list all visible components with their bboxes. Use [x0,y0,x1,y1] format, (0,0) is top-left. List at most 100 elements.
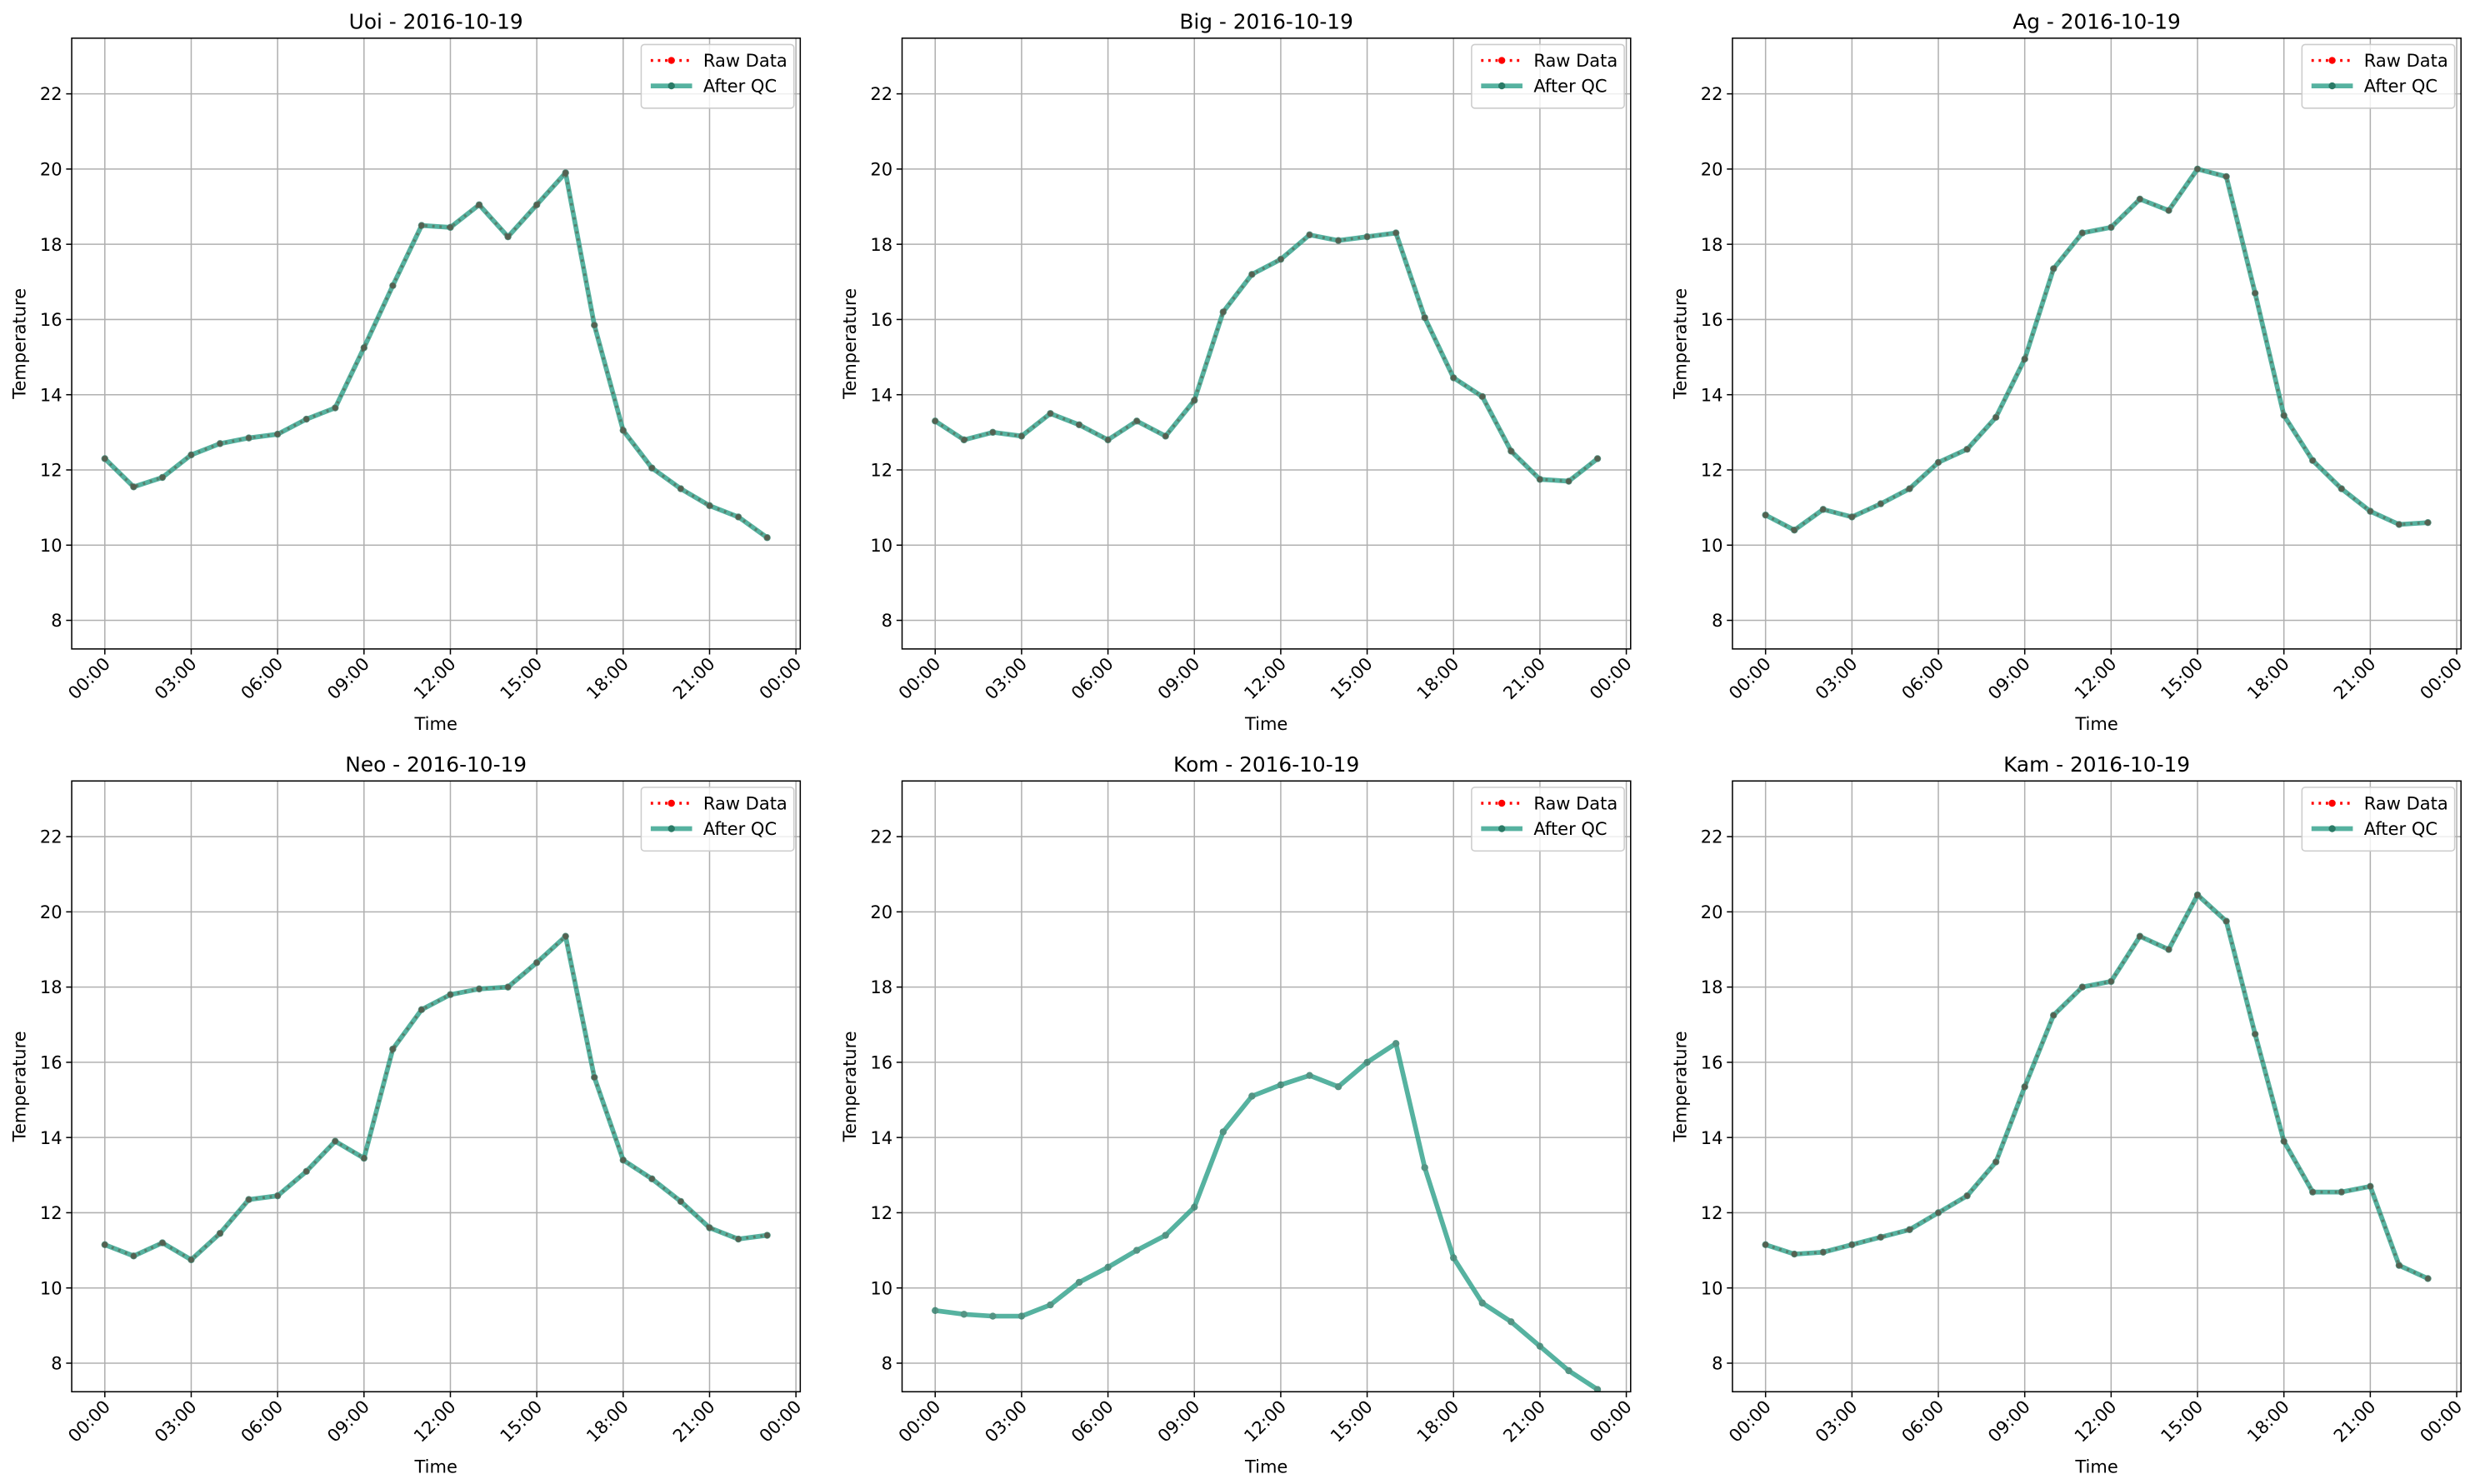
y-tick-label: 18 [870,235,892,255]
point [989,428,997,437]
point [2136,932,2144,940]
x-tick-label: 03:00 [981,1397,1031,1447]
x-tick-label: 00:00 [756,653,806,703]
point [302,1167,310,1175]
point [562,169,569,177]
y-axis-label: Temperature [1671,288,1691,400]
point [2078,983,2086,991]
legend-label: Raw Data [1533,794,1618,814]
x-tick-label: 00:00 [1586,653,1636,703]
point [2395,1262,2403,1269]
point [158,473,167,482]
y-axis-label: Temperature [840,1031,860,1142]
point [418,222,426,229]
point [2309,457,2317,464]
y-tick-label: 12 [870,461,892,481]
y-axis-label: Temperature [10,288,30,400]
x-tick-label: 12:00 [1240,653,1290,703]
x-tick-label: 03:00 [981,653,1031,703]
point [1877,500,1885,507]
legend-marker [2328,82,2336,90]
x-tick-label: 00:00 [1725,653,1775,703]
point [1132,1247,1141,1254]
y-tick-label: 16 [40,1053,62,1073]
legend-label: Raw Data [703,51,788,71]
point [1992,1158,2000,1166]
y-tick-label: 18 [40,235,62,255]
x-tick-label: 21:00 [2330,653,2380,703]
y-tick-label: 12 [1701,1203,1723,1223]
point [1162,1232,1169,1239]
series-line [933,230,1599,484]
series [101,932,771,1264]
point [763,1232,771,1239]
axes-frame [1732,37,2462,650]
x-tick-label: 12:00 [2071,653,2121,703]
point [1963,1192,1971,1200]
point [2193,165,2202,173]
point [2165,946,2172,953]
x-tick-label: 15:00 [1327,653,1377,703]
y-tick-label: 10 [40,536,62,556]
x-tick-label: 15:00 [2157,653,2207,703]
point [1334,237,1342,244]
point [2280,1137,2288,1145]
point [1047,410,1054,417]
point [989,1312,997,1320]
x-tick-label: 12:00 [410,653,460,703]
point [1363,1058,1371,1067]
legend-label: Raw Data [1533,51,1618,71]
x-tick-label: 09:00 [1984,653,2034,703]
axes-frame [71,37,802,650]
y-tick-label: 8 [51,611,62,631]
point [2424,518,2432,527]
point [1132,417,1141,425]
x-tick-label: 18:00 [582,1397,632,1447]
point [2280,412,2288,419]
point [447,991,454,998]
x-tick-label: 09:00 [1154,653,1204,703]
plot-area [932,229,1602,485]
point [706,502,713,510]
y-tick-label: 22 [870,84,892,104]
point [1791,1250,1798,1258]
x-tick-label: 15:00 [1327,1397,1377,1447]
point [1075,421,1083,429]
legend-label: After QC [703,77,777,97]
x-axis-label: Time [2074,714,2118,734]
point [2395,521,2403,528]
point [101,455,108,462]
x-tick-label: 15:00 [497,1397,547,1447]
y-tick-label: 10 [1701,1278,1723,1298]
x-tick-label: 12:00 [1240,1397,1290,1447]
point [2108,977,2115,986]
plot-area [1762,891,2432,1282]
y-tick-label: 22 [1701,827,1723,847]
x-tick-label: 06:00 [1068,1397,1118,1447]
point [932,1307,939,1314]
y-tick-label: 8 [1712,1354,1722,1374]
point [1536,476,1544,483]
x-tick-label: 15:00 [2157,1397,2207,1447]
series-line [1764,892,2429,1282]
y-tick-label: 12 [1701,461,1723,481]
series-line [934,1041,1599,1392]
point [1762,1241,1769,1249]
y-axis-label: Temperature [840,288,860,400]
point [1450,374,1458,382]
point [418,1006,426,1013]
y-tick-label: 12 [40,1203,62,1223]
series [932,1040,1602,1392]
point [2021,355,2028,363]
point [332,1137,339,1145]
panel: 8 10 12 14 16 18 20 22 00:00 03:00 06:00 09:00 12:00… [840,9,1636,734]
point [158,1239,167,1247]
point [1819,1248,1827,1257]
x-tick-label: 03:00 [151,1397,201,1447]
point [1392,1040,1400,1047]
y-tick-label: 20 [1701,902,1723,922]
panel: 8 10 12 14 16 18 20 22 00:00 03:00 06:00 09:00 12:00… [10,9,806,734]
y-tick-label: 16 [1701,1053,1723,1073]
legend: Raw Data After QC [640,43,795,109]
y-tick-label: 20 [870,160,892,180]
